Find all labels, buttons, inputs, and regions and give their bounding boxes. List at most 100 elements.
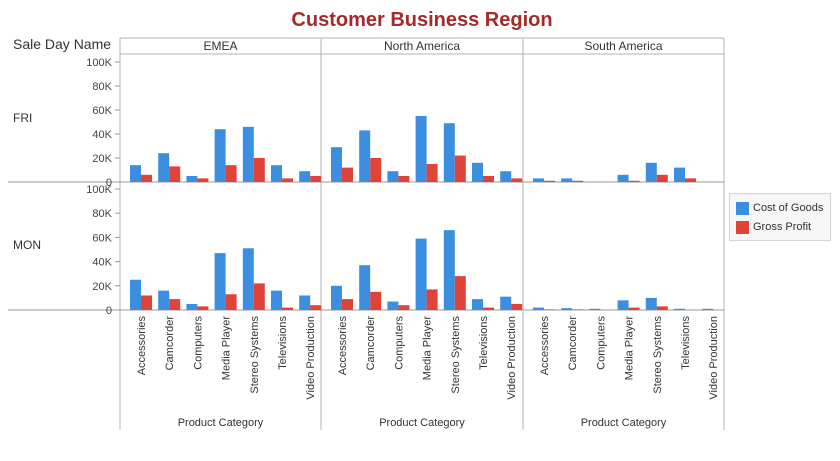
legend-label-gross-profit: Gross Profit [753, 221, 812, 233]
bar-fri-emea-stereo-systems-cost-of-goods [242, 126, 254, 182]
legend: Cost of Goods Gross Profit [729, 193, 831, 241]
chart-title: Customer Business Region [291, 9, 553, 31]
bar-mon-south-america-video-production-cost-of-goods [702, 308, 714, 310]
bar-fri-south-america-stereo-systems-cost-of-goods [645, 162, 657, 182]
bar-fri-north-america-televisions-cost-of-goods [472, 162, 483, 182]
x-tick-label-emea-camcorder: Camcorder [164, 316, 176, 371]
bar-fri-emea-video-production-cost-of-goods [299, 171, 311, 182]
y-tick-label: 60K [92, 105, 112, 117]
bar-fri-south-america-media-player-gross-profit [628, 180, 640, 182]
y-tick-label: 60K [92, 232, 112, 244]
bar-mon-north-america-televisions-cost-of-goods [472, 299, 483, 310]
bar-mon-north-america-computers-cost-of-goods [387, 301, 399, 310]
bar-fri-south-america-accessories-cost-of-goods [533, 178, 544, 182]
x-tick-label-north-america-media-player: Media Player [422, 316, 434, 381]
bar-mon-north-america-media-player-gross-profit [426, 289, 438, 310]
bar-mon-south-america-televisions-cost-of-goods [674, 308, 685, 310]
x-axis-label-emea: Product Category [178, 417, 264, 429]
bar-fri-south-america-stereo-systems-gross-profit [656, 174, 668, 182]
bar-fri-north-america-video-production-cost-of-goods [500, 171, 512, 182]
bar-fri-emea-video-production-gross-profit [310, 176, 322, 182]
legend-swatch-gross-profit [736, 220, 749, 234]
bar-fri-north-america-accessories-cost-of-goods [331, 147, 342, 182]
bar-fri-emea-camcorder-cost-of-goods [158, 153, 170, 182]
bar-fri-emea-computers-cost-of-goods [186, 176, 198, 182]
bar-fri-north-america-camcorder-gross-profit [370, 158, 382, 182]
bar-fri-south-america-accessories-gross-profit [544, 180, 555, 182]
legend-item-gross-profit[interactable]: Gross Profit [736, 220, 811, 234]
bar-fri-north-america-stereo-systems-gross-profit [454, 155, 466, 182]
bar-mon-north-america-televisions-gross-profit [483, 307, 494, 310]
bar-fri-north-america-computers-cost-of-goods [387, 171, 399, 182]
bar-mon-emea-stereo-systems-gross-profit [253, 283, 265, 310]
bar-mon-emea-accessories-cost-of-goods [130, 279, 141, 310]
x-axis-label-south-america: Product Category [581, 417, 667, 429]
x-tick-label-south-america-accessories: Accessories [539, 316, 551, 376]
x-tick-label-north-america-stereo-systems: Stereo Systems [450, 316, 462, 394]
column-header-emea: EMEA [203, 39, 237, 53]
bar-mon-emea-camcorder-gross-profit [169, 299, 181, 310]
bar-fri-emea-computers-gross-profit [197, 178, 209, 182]
bar-mon-north-america-stereo-systems-gross-profit [454, 276, 466, 310]
y-tick-label: 80K [92, 208, 112, 220]
x-tick-label-emea-video-production: Video Production [305, 316, 317, 400]
x-tick-label-north-america-computers: Computers [393, 316, 405, 370]
row-dimension-label: Sale Day Name [13, 36, 112, 52]
bar-fri-south-america-televisions-gross-profit [685, 178, 696, 182]
bar-mon-emea-video-production-cost-of-goods [299, 295, 311, 310]
bar-fri-north-america-media-player-gross-profit [426, 164, 438, 182]
x-axis-label-north-america: Product Category [379, 417, 465, 429]
y-tick-label: 0 [106, 305, 112, 317]
bar-fri-north-america-computers-gross-profit [398, 176, 410, 182]
x-tick-label-south-america-media-player: Media Player [624, 316, 636, 381]
bar-fri-north-america-video-production-gross-profit [511, 178, 523, 182]
bar-fri-south-america-camcorder-gross-profit [572, 180, 584, 182]
bar-mon-south-america-camcorder-cost-of-goods [561, 308, 573, 310]
bar-mon-emea-media-player-gross-profit [225, 294, 237, 310]
bar-fri-north-america-camcorder-cost-of-goods [359, 130, 371, 182]
bar-mon-south-america-stereo-systems-cost-of-goods [645, 297, 657, 310]
bar-mon-north-america-video-production-gross-profit [511, 303, 523, 310]
x-tick-label-emea-media-player: Media Player [221, 316, 233, 381]
bar-fri-emea-camcorder-gross-profit [169, 166, 181, 182]
x-tick-label-emea-computers: Computers [192, 316, 204, 370]
bar-mon-emea-computers-cost-of-goods [186, 303, 198, 310]
bar-fri-north-america-stereo-systems-cost-of-goods [443, 123, 455, 182]
y-tick-label: 40K [92, 257, 112, 269]
bar-fri-emea-stereo-systems-gross-profit [253, 158, 265, 182]
x-tick-label-north-america-camcorder: Camcorder [365, 316, 377, 371]
legend-label-cost-of-goods: Cost of Goods [753, 202, 824, 214]
row-label-fri: FRI [13, 111, 32, 125]
bar-fri-emea-accessories-cost-of-goods [130, 165, 141, 182]
bar-mon-south-america-media-player-cost-of-goods [617, 300, 629, 310]
bar-mon-south-america-computers-cost-of-goods [589, 308, 601, 310]
bar-mon-south-america-accessories-cost-of-goods [533, 307, 544, 310]
row-label-mon: MON [13, 238, 41, 252]
bar-mon-north-america-camcorder-cost-of-goods [359, 265, 371, 310]
bar-fri-emea-televisions-gross-profit [282, 178, 293, 182]
bar-mon-north-america-stereo-systems-cost-of-goods [443, 230, 455, 310]
y-tick-label: 100K [86, 57, 112, 69]
bar-fri-north-america-media-player-cost-of-goods [415, 116, 427, 182]
x-tick-label-north-america-video-production: Video Production [506, 316, 518, 400]
y-tick-label: 0 [106, 177, 112, 189]
bar-mon-south-america-media-player-gross-profit [628, 307, 640, 310]
bar-mon-north-america-media-player-cost-of-goods [415, 238, 427, 310]
x-tick-label-emea-stereo-systems: Stereo Systems [249, 316, 261, 394]
bar-fri-north-america-televisions-gross-profit [483, 176, 494, 182]
bar-mon-north-america-accessories-cost-of-goods [331, 285, 342, 310]
x-tick-label-south-america-televisions: Televisions [680, 316, 692, 370]
bar-mon-south-america-stereo-systems-gross-profit [656, 306, 668, 310]
bar-mon-north-america-accessories-gross-profit [342, 299, 353, 310]
legend-item-cost-of-goods[interactable]: Cost of Goods [736, 201, 823, 215]
x-tick-label-north-america-televisions: Televisions [478, 316, 490, 370]
bar-mon-emea-accessories-gross-profit [141, 295, 152, 310]
legend-swatch-cost-of-goods [736, 201, 749, 215]
y-tick-label: 80K [92, 81, 112, 93]
bar-fri-south-america-camcorder-cost-of-goods [561, 178, 573, 182]
bar-mon-north-america-camcorder-gross-profit [370, 291, 382, 310]
bar-mon-north-america-video-production-cost-of-goods [500, 296, 512, 310]
bar-mon-emea-televisions-cost-of-goods [271, 290, 282, 310]
y-tick-label: 20K [92, 153, 112, 165]
